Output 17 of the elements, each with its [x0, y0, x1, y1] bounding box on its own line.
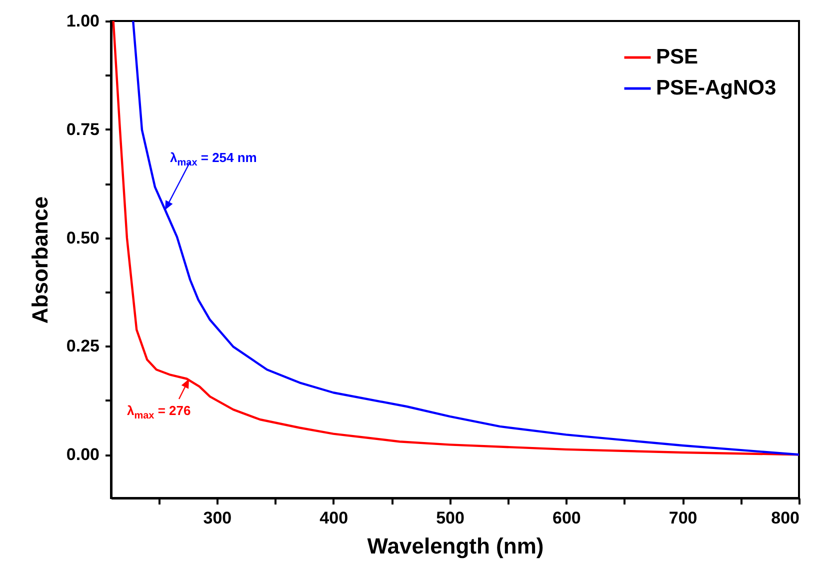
y-axis-title: Absorbance — [27, 196, 52, 324]
y-tick-label: 0.75 — [66, 120, 100, 139]
x-tick-label: 400 — [320, 508, 348, 528]
y-tick-label: 0.25 — [66, 336, 100, 356]
x-axis-title: Wavelength (nm) — [367, 534, 544, 558]
legend-label: PSE-AgNO3 — [656, 76, 776, 100]
y-tick-label: 1.00 — [66, 12, 100, 30]
x-tick-label: 300 — [203, 508, 232, 528]
y-tick-label: 0.00 — [66, 445, 100, 464]
x-tick-label: 500 — [436, 508, 464, 528]
annotation: λ$_{max}$ = 254 nm — [170, 150, 257, 168]
x-tick-label: 700 — [668, 508, 698, 528]
x-tick-label: 800 — [771, 508, 800, 528]
y-tick-label: 0.50 — [66, 228, 100, 248]
legend-label: PSE — [656, 46, 698, 68]
annotation: λ$_{max}$ = 276 — [126, 402, 191, 422]
x-tick-label: 600 — [552, 508, 581, 528]
